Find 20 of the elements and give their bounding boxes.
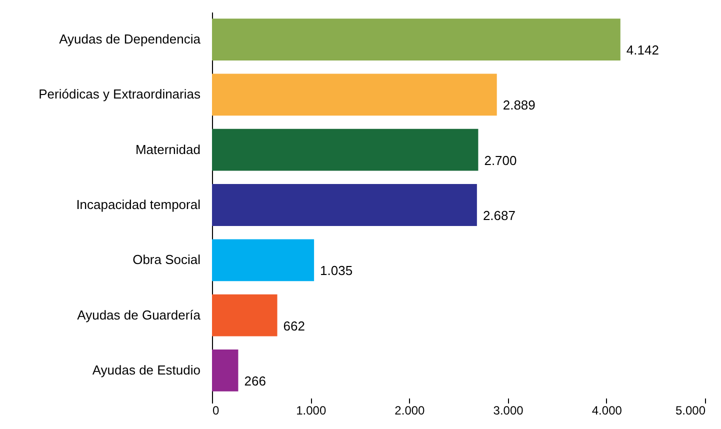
x-tick-label: 0 bbox=[212, 404, 220, 418]
y-tick-label: Ayudas de Estudio bbox=[92, 362, 200, 378]
data-label: 1.035 bbox=[320, 263, 353, 278]
data-label: 2.889 bbox=[502, 98, 536, 113]
x-tick-label: 5.000 bbox=[675, 404, 706, 418]
data-label: 2.687 bbox=[482, 208, 516, 223]
y-tick-label: Obra Social bbox=[132, 252, 201, 268]
x-tick-label: 1.000 bbox=[296, 404, 326, 418]
data-label: 662 bbox=[283, 318, 305, 334]
x-tick-label: 4.000 bbox=[592, 404, 622, 418]
y-tick-label: Incapacidad temporal bbox=[76, 197, 201, 212]
x-tick-label: 2.000 bbox=[394, 404, 426, 418]
x-tick-label: 3.000 bbox=[493, 404, 524, 418]
y-tick-label: Ayudas de Dependencia bbox=[59, 32, 202, 47]
data-label: 4.142 bbox=[626, 42, 659, 58]
y-tick-label: Periódicas y Extraordinarias bbox=[38, 86, 201, 102]
data-label: 266 bbox=[244, 373, 266, 388]
y-tick-label: Ayudas de Guardería bbox=[77, 307, 202, 322]
y-tick-label: Maternidad bbox=[135, 142, 200, 157]
data-label: 2.700 bbox=[484, 152, 517, 168]
